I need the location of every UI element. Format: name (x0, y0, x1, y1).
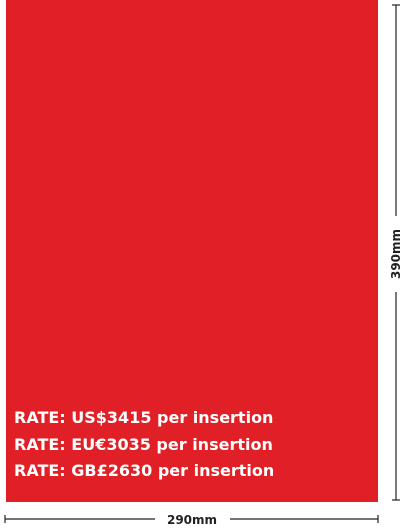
rate-line: RATE: GB£2630 per insertion (14, 461, 274, 480)
width-label: 290mm (167, 513, 217, 527)
rate-line: RATE: EU€3035 per insertion (14, 435, 273, 454)
height-label: 390mm (389, 229, 403, 279)
rate-line: RATE: US$3415 per insertion (14, 408, 273, 427)
ad-area (6, 0, 378, 502)
